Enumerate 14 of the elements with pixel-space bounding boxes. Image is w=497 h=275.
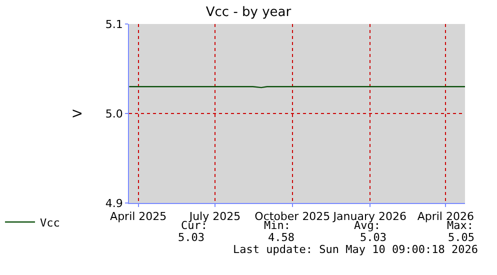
text: 5.03: [178, 231, 204, 244]
text: Last update: Sun May 10 09:00:18 2026: [233, 243, 478, 256]
y-tick-label: 5.0: [105, 107, 123, 120]
x-tick-label: January 2026: [332, 210, 406, 224]
y-axis-title: V: [70, 108, 85, 118]
text: Max:: [447, 219, 474, 232]
text: 5.05: [448, 231, 474, 244]
text: 5.03: [360, 231, 386, 244]
x-tick-label: April 2025: [110, 210, 167, 224]
y-tick-label: 5.1: [105, 18, 123, 31]
text: 4.58: [268, 231, 294, 244]
y-tick-label: 4.9: [105, 196, 123, 210]
legend-label: Vcc: [40, 216, 60, 230]
chart-title: Vcc - by year: [206, 4, 292, 20]
